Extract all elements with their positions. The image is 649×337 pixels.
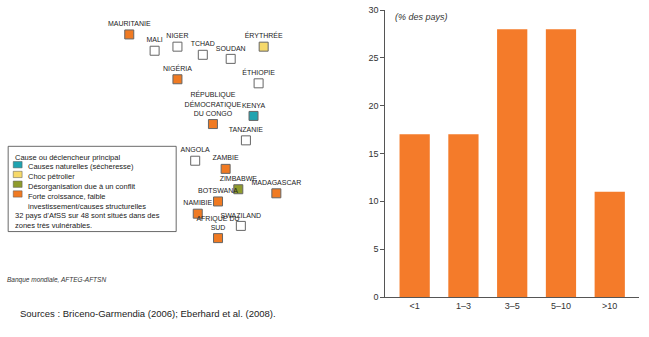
svg-text:MALI: MALI bbox=[146, 36, 162, 43]
svg-text:32 pays d'AfSS sur 48 sont sit: 32 pays d'AfSS sur 48 sont situés dans d… bbox=[15, 211, 160, 230]
svg-text:30: 30 bbox=[369, 5, 379, 15]
svg-text:Causes naturelles (sécheresse): Causes naturelles (sécheresse) bbox=[28, 162, 134, 171]
svg-text:ZIMBABWE: ZIMBABWE bbox=[220, 175, 258, 182]
svg-text:NAMIBIE: NAMIBIE bbox=[183, 199, 212, 206]
svg-text:5–10: 5–10 bbox=[551, 301, 571, 311]
svg-text:MAURITANIE: MAURITANIE bbox=[108, 20, 151, 27]
svg-text:25: 25 bbox=[369, 53, 379, 63]
svg-text:SWAZILAND: SWAZILAND bbox=[221, 212, 262, 219]
svg-text:1–3: 1–3 bbox=[456, 301, 471, 311]
svg-text:KENYA: KENYA bbox=[242, 102, 266, 109]
svg-text:Banque mondiale, AFTEG-AFTSN: Banque mondiale, AFTEG-AFTSN bbox=[7, 276, 106, 284]
svg-text:AFRIQUE DUSUD: AFRIQUE DUSUD bbox=[196, 215, 239, 231]
svg-text:RÉPUBLIQUEDÉMOCRATIQUEDU CONGO: RÉPUBLIQUEDÉMOCRATIQUEDU CONGO bbox=[185, 90, 242, 116]
svg-text:<1: <1 bbox=[410, 301, 420, 311]
svg-text:15: 15 bbox=[369, 149, 379, 159]
svg-text:Désorganisation due à un confl: Désorganisation due à un conflit bbox=[28, 182, 136, 191]
svg-text:ÉRYTHRÉE: ÉRYTHRÉE bbox=[245, 31, 283, 39]
svg-text:NIGÉRIA: NIGÉRIA bbox=[163, 64, 192, 72]
svg-text:TANZANIE: TANZANIE bbox=[229, 126, 263, 133]
svg-text:Sources : Briceno-Garmendia (2: Sources : Briceno-Garmendia (2006); Eber… bbox=[20, 308, 276, 319]
svg-text:3–5: 3–5 bbox=[505, 301, 520, 311]
svg-text:(% des pays): (% des pays) bbox=[395, 12, 448, 22]
svg-text:Cause ou déclencheur principal: Cause ou déclencheur principal bbox=[15, 153, 120, 162]
svg-text:10: 10 bbox=[369, 196, 379, 206]
svg-text:BOTSWANA: BOTSWANA bbox=[198, 187, 238, 194]
svg-text:ÉTHIOPIE: ÉTHIOPIE bbox=[242, 68, 275, 76]
svg-text:ANGOLA: ANGOLA bbox=[181, 146, 211, 153]
svg-text:TCHAD: TCHAD bbox=[191, 40, 215, 47]
svg-text:ZAMBIE: ZAMBIE bbox=[213, 154, 239, 161]
svg-text:20: 20 bbox=[369, 101, 379, 111]
svg-text:>10: >10 bbox=[602, 301, 617, 311]
svg-text:Forte croissance, faibleinvest: Forte croissance, faibleinvestissement/c… bbox=[28, 192, 146, 211]
svg-text:SOUDAN: SOUDAN bbox=[216, 45, 246, 52]
svg-text:0: 0 bbox=[374, 292, 379, 302]
svg-text:Choc pétrolier: Choc pétrolier bbox=[28, 172, 75, 181]
svg-text:NIGER: NIGER bbox=[166, 32, 188, 39]
svg-text:5: 5 bbox=[374, 244, 379, 254]
svg-text:MADAGASCAR: MADAGASCAR bbox=[251, 179, 301, 186]
